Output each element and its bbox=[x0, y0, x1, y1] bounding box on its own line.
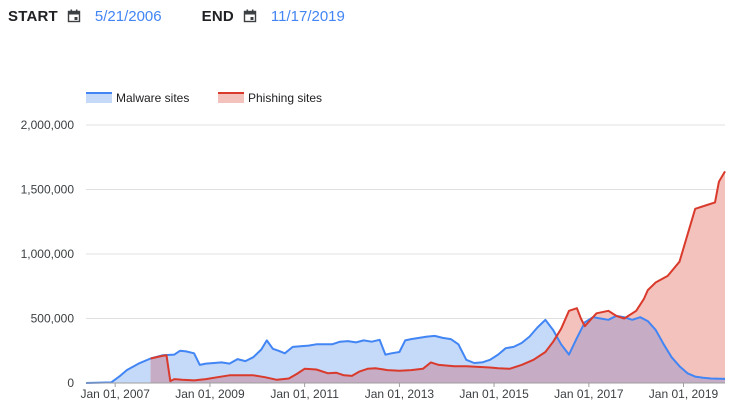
y-tick-label: 0 bbox=[67, 376, 74, 390]
end-date-value[interactable]: 11/17/2019 bbox=[270, 7, 345, 25]
x-tick-label: Jan 01, 2011 bbox=[270, 387, 339, 401]
calendar-icon[interactable] bbox=[67, 9, 81, 23]
x-tick-label: Jan 01, 2019 bbox=[649, 387, 719, 401]
phishing-sites-line bbox=[150, 170, 726, 383]
calendar-icon[interactable] bbox=[243, 9, 257, 23]
x-tick-label: Jan 01, 2009 bbox=[175, 387, 245, 401]
end-label: END bbox=[201, 7, 234, 25]
x-tick-label: Jan 01, 2017 bbox=[554, 387, 624, 401]
date-range-controls: START 5/21/2006 END 11/17/2019 bbox=[8, 4, 385, 28]
legend-label-malware: Malware sites bbox=[116, 91, 189, 105]
legend-swatch-phishing bbox=[218, 93, 244, 103]
y-tick-label: 1,000,000 bbox=[21, 247, 75, 261]
x-tick-label: Jan 01, 2007 bbox=[80, 387, 150, 401]
chart-axes: 0 500,000 1,000,000 1,500,000 2,000,000 Jan 0… bbox=[21, 118, 725, 401]
end-date-control[interactable]: END 11/17/2019 bbox=[202, 8, 345, 25]
malware-sites-line bbox=[85, 314, 726, 384]
x-tick-label: Jan 01, 2013 bbox=[365, 387, 435, 401]
x-tick-label: Jan 01, 2015 bbox=[459, 387, 529, 401]
chart-legend: Malware sites Phishing sites bbox=[86, 91, 322, 105]
y-tick-label: 1,500,000 bbox=[21, 183, 75, 197]
start-label: START bbox=[8, 7, 58, 25]
legend-label-phishing: Phishing sites bbox=[248, 91, 322, 105]
y-tick-label: 500,000 bbox=[31, 312, 75, 326]
start-date-control[interactable]: START 5/21/2006 bbox=[8, 8, 162, 25]
start-date-value[interactable]: 5/21/2006 bbox=[94, 7, 162, 25]
y-tick-label: 2,000,000 bbox=[21, 118, 75, 132]
chart-plot-area bbox=[85, 170, 726, 384]
legend-item-malware[interactable]: Malware sites bbox=[86, 91, 189, 105]
legend-swatch-malware bbox=[86, 93, 112, 103]
chart-grid bbox=[86, 124, 725, 319]
legend-item-phishing[interactable]: Phishing sites bbox=[218, 91, 322, 105]
